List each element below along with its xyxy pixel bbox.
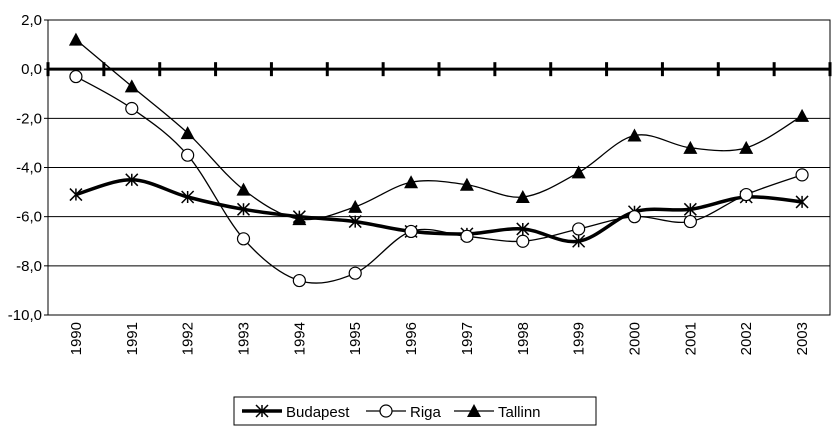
x-tick-label: 1997 — [459, 322, 476, 355]
series-line — [75, 75, 803, 284]
marker — [515, 190, 530, 203]
x-tick-label: 2000 — [627, 322, 644, 355]
marker — [404, 175, 419, 189]
x-tick-label: 2003 — [794, 322, 811, 355]
marker — [69, 188, 83, 202]
marker — [459, 177, 474, 191]
marker — [739, 140, 754, 154]
marker — [125, 173, 139, 187]
y-tick-label: -10,0 — [8, 307, 42, 324]
x-tick-label: 1999 — [571, 322, 588, 355]
marker-stroke — [236, 202, 251, 216]
legend-label: Riga — [410, 404, 442, 421]
series-line — [75, 178, 803, 244]
marker-stroke — [572, 234, 586, 248]
marker — [683, 202, 697, 216]
marker — [181, 148, 195, 162]
x-tick-label: 1992 — [180, 322, 197, 355]
x-tick-label: 1991 — [124, 322, 141, 355]
marker — [627, 210, 642, 224]
y-tick-label: 2,0 — [21, 12, 42, 29]
marker — [68, 32, 83, 46]
marker — [348, 266, 362, 280]
marker-stroke — [683, 202, 697, 216]
marker — [739, 187, 753, 202]
y-tick-label: -2,0 — [16, 110, 42, 127]
marker — [180, 126, 195, 140]
marker-stroke — [795, 195, 809, 209]
marker — [125, 101, 139, 116]
marker-stroke — [181, 190, 195, 204]
marker — [236, 182, 251, 196]
marker-stroke — [348, 215, 362, 229]
x-tick-label: 2002 — [738, 322, 755, 355]
marker-stroke — [516, 222, 530, 236]
legend-marker — [255, 404, 269, 418]
x-tick-label: 1994 — [291, 322, 308, 355]
marker-stroke — [69, 188, 83, 202]
marker — [124, 79, 139, 93]
marker — [627, 128, 642, 142]
marker — [571, 165, 586, 179]
x-tick-label: 1998 — [515, 322, 532, 355]
marker — [292, 273, 306, 288]
marker — [404, 224, 418, 239]
marker — [795, 168, 809, 182]
marker — [460, 229, 474, 243]
marker — [181, 190, 195, 204]
legend-marker — [467, 404, 481, 417]
marker — [795, 195, 809, 209]
marker — [516, 234, 530, 248]
legend-marker — [379, 404, 393, 418]
marker — [292, 212, 307, 226]
marker — [348, 199, 363, 213]
marker — [236, 202, 251, 216]
plot-frame — [47, 19, 831, 316]
x-tick-label: 1990 — [68, 322, 85, 355]
legend-label: Tallinn — [498, 404, 541, 421]
marker — [795, 108, 810, 122]
marker — [236, 232, 251, 246]
marker-stroke — [255, 404, 269, 418]
marker — [572, 222, 586, 236]
y-tick-label: -4,0 — [16, 160, 42, 177]
y-tick-label: -8,0 — [16, 258, 42, 275]
x-tick-label: 2001 — [682, 322, 699, 355]
y-tick-label: 0,0 — [21, 61, 42, 78]
marker — [69, 69, 83, 84]
marker — [683, 140, 698, 154]
marker — [516, 222, 530, 236]
x-tick-label: 1995 — [347, 322, 364, 355]
marker — [572, 234, 586, 248]
legend-box — [233, 396, 597, 426]
legend-label: Budapest — [286, 404, 350, 421]
x-tick-label: 1993 — [236, 322, 253, 355]
y-tick-label: -6,0 — [16, 209, 42, 226]
marker — [348, 215, 362, 229]
marker-stroke — [125, 173, 139, 187]
marker — [683, 214, 697, 229]
x-tick-label: 1996 — [403, 322, 420, 355]
